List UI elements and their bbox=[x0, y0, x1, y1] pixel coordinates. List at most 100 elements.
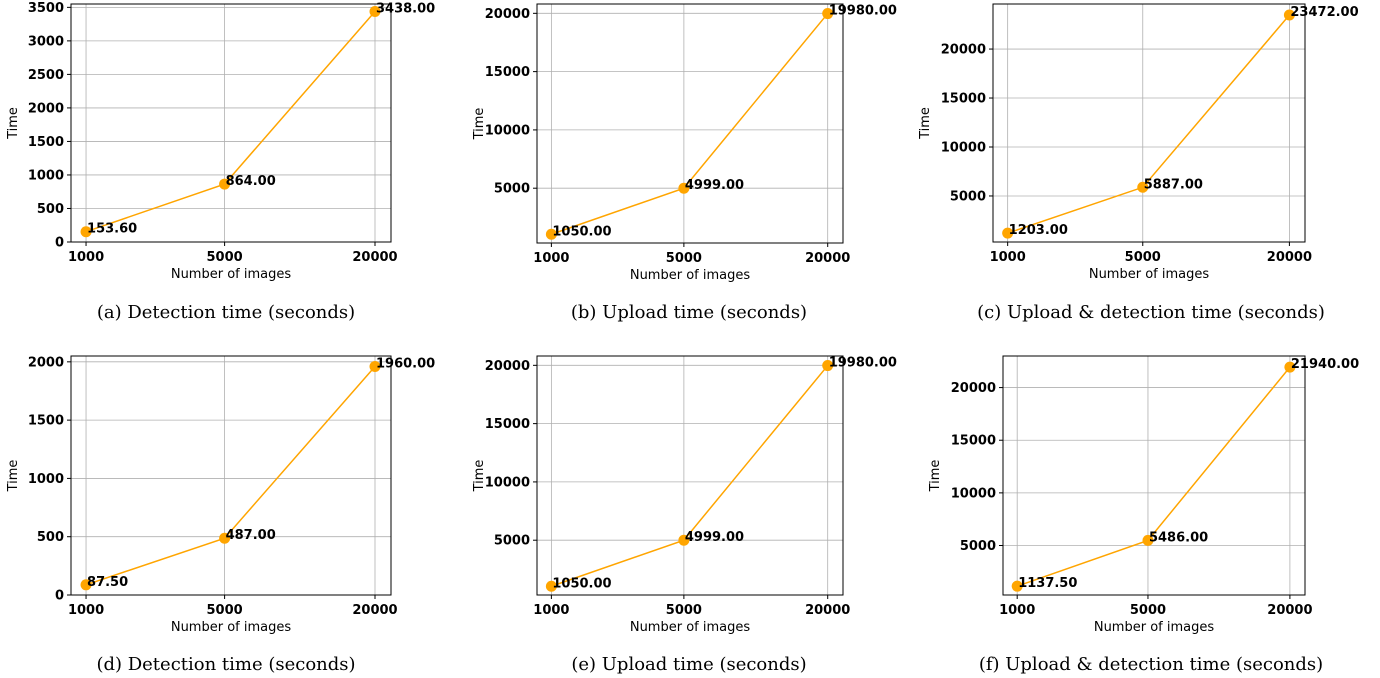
y-axis-label: Time bbox=[472, 108, 487, 141]
y-tick-label: 0 bbox=[55, 236, 64, 251]
x-axis-label: Number of images bbox=[1094, 620, 1215, 635]
data-label: 864.00 bbox=[226, 174, 276, 189]
x-axis-label: Number of images bbox=[1089, 267, 1210, 282]
data-label: 19980.00 bbox=[829, 4, 897, 19]
y-tick-label: 10000 bbox=[485, 123, 530, 138]
data-point bbox=[369, 6, 381, 18]
y-tick-label: 20000 bbox=[485, 359, 530, 374]
chart-panel-2: 5000 10000 15000 20000 1000 5000 20000 1050.00 4… bbox=[472, 3, 897, 323]
chart-panel-3: 5000 10000 15000 20000 1000 5000 20000 1203.00 5… bbox=[918, 3, 1359, 323]
data-label: 1050.00 bbox=[552, 224, 611, 239]
y-axis-label: Time bbox=[6, 460, 21, 493]
data-point bbox=[219, 532, 231, 544]
data-label: 1050.00 bbox=[552, 576, 611, 591]
x-tick-label: 20000 bbox=[805, 603, 850, 618]
data-point bbox=[1142, 534, 1154, 546]
y-tick-label: 2000 bbox=[28, 101, 64, 116]
x-tick-label: 5000 bbox=[1125, 250, 1161, 265]
y-tick-label: 1500 bbox=[28, 414, 64, 429]
y-tick-label: 5000 bbox=[494, 534, 530, 549]
y-tick-label: 500 bbox=[37, 530, 64, 545]
y-tick-label: 10000 bbox=[485, 475, 530, 490]
y-axis-label: Time bbox=[928, 460, 943, 493]
plot-frame bbox=[992, 3, 1306, 243]
data-point bbox=[545, 228, 557, 240]
data-label: 21940.00 bbox=[1291, 357, 1359, 372]
plot-frame bbox=[536, 355, 844, 596]
subfigure-caption: (e) Upload time (seconds) bbox=[571, 654, 806, 675]
y-tick-label: 5000 bbox=[950, 189, 986, 204]
y-axis-label: Time bbox=[918, 107, 933, 140]
y-tick-label: 1000 bbox=[28, 472, 64, 487]
y-tick-label: 15000 bbox=[941, 92, 986, 107]
data-point bbox=[1011, 580, 1023, 592]
data-label: 4999.00 bbox=[685, 530, 744, 545]
data-label: 5887.00 bbox=[1144, 177, 1203, 192]
plot-frame bbox=[70, 355, 392, 596]
chart-panel-1: 0 500 1000 1500 2000 2500 3000 3500 1000 5000 2000… bbox=[6, 1, 435, 323]
data-label: 19980.00 bbox=[829, 356, 897, 371]
data-point bbox=[822, 360, 834, 372]
chart-panel-4: 0 500 1000 1500 2000 1000 5000 20000 87.50 487.00… bbox=[6, 355, 435, 675]
data-label: 5486.00 bbox=[1149, 530, 1208, 545]
y-tick-label: 20000 bbox=[941, 43, 986, 58]
series-line bbox=[85, 365, 376, 586]
subfigure-caption: (c) Upload & detection time (seconds) bbox=[977, 302, 1325, 323]
x-tick-label: 5000 bbox=[1130, 603, 1166, 618]
x-axis-label: Number of images bbox=[630, 620, 751, 635]
y-axis-label: Time bbox=[472, 460, 487, 493]
y-tick-label: 5000 bbox=[494, 182, 530, 197]
x-tick-label: 20000 bbox=[1267, 603, 1312, 618]
data-label: 1203.00 bbox=[1009, 223, 1068, 238]
data-point bbox=[80, 226, 92, 238]
y-tick-label: 20000 bbox=[485, 7, 530, 22]
x-tick-label: 20000 bbox=[1267, 250, 1312, 265]
x-tick-label: 20000 bbox=[352, 603, 397, 618]
y-tick-label: 1000 bbox=[28, 168, 64, 183]
x-axis-label: Number of images bbox=[171, 620, 292, 635]
plot-frame bbox=[536, 3, 844, 244]
x-tick-label: 20000 bbox=[352, 250, 397, 265]
x-axis-label: Number of images bbox=[630, 268, 751, 283]
data-point bbox=[80, 579, 92, 591]
data-label: 87.50 bbox=[87, 575, 128, 590]
series-line bbox=[1007, 14, 1290, 234]
series-line bbox=[1016, 366, 1291, 587]
x-tick-label: 1000 bbox=[68, 603, 104, 618]
x-tick-label: 1000 bbox=[533, 603, 569, 618]
series-line bbox=[551, 13, 829, 235]
data-point bbox=[545, 580, 557, 592]
x-axis-label: Number of images bbox=[171, 267, 292, 282]
y-tick-label: 3500 bbox=[28, 1, 64, 16]
y-tick-label: 500 bbox=[37, 202, 64, 217]
x-tick-label: 20000 bbox=[805, 251, 850, 266]
subfigure-caption: (a) Detection time (seconds) bbox=[97, 302, 355, 323]
data-label: 23472.00 bbox=[1290, 5, 1358, 20]
subfigure-caption: (b) Upload time (seconds) bbox=[571, 302, 807, 323]
y-tick-label: 2000 bbox=[28, 355, 64, 370]
y-tick-label: 3000 bbox=[28, 34, 64, 49]
data-point bbox=[1284, 361, 1296, 373]
x-tick-label: 5000 bbox=[666, 251, 702, 266]
data-point bbox=[822, 8, 834, 20]
series-line bbox=[551, 365, 829, 587]
data-point bbox=[1002, 227, 1014, 239]
data-point bbox=[1137, 181, 1149, 193]
data-label: 1137.50 bbox=[1018, 576, 1077, 591]
x-tick-label: 5000 bbox=[666, 603, 702, 618]
x-tick-label: 1000 bbox=[999, 603, 1035, 618]
data-point bbox=[219, 178, 231, 190]
y-tick-label: 15000 bbox=[485, 417, 530, 432]
x-tick-label: 5000 bbox=[207, 250, 243, 265]
chart-panel-6: 5000 10000 15000 20000 1000 5000 20000 1137.50 5… bbox=[928, 355, 1359, 675]
data-point bbox=[369, 360, 381, 372]
x-tick-label: 1000 bbox=[533, 251, 569, 266]
data-label: 153.60 bbox=[87, 222, 137, 237]
data-point bbox=[1283, 9, 1295, 21]
y-tick-label: 1500 bbox=[28, 135, 64, 150]
x-tick-label: 1000 bbox=[990, 250, 1026, 265]
y-axis-label: Time bbox=[6, 107, 21, 140]
data-label: 4999.00 bbox=[685, 178, 744, 193]
subfigure-caption: (f) Upload & detection time (seconds) bbox=[979, 654, 1323, 675]
